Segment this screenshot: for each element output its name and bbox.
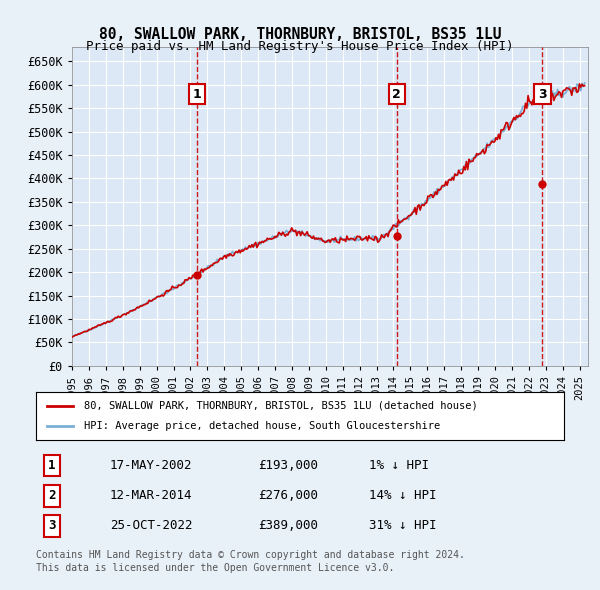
Text: Contains HM Land Registry data © Crown copyright and database right 2024.: Contains HM Land Registry data © Crown c… <box>36 549 465 559</box>
Text: £389,000: £389,000 <box>258 519 318 532</box>
Text: This data is licensed under the Open Government Licence v3.0.: This data is licensed under the Open Gov… <box>36 563 394 573</box>
Text: 31% ↓ HPI: 31% ↓ HPI <box>368 519 436 532</box>
Text: Price paid vs. HM Land Registry's House Price Index (HPI): Price paid vs. HM Land Registry's House … <box>86 40 514 53</box>
Text: 3: 3 <box>48 519 56 532</box>
Text: 25-OCT-2022: 25-OCT-2022 <box>110 519 193 532</box>
Text: 1: 1 <box>48 459 56 472</box>
Text: 17-MAY-2002: 17-MAY-2002 <box>110 459 193 472</box>
Text: 2: 2 <box>48 489 56 502</box>
Text: 80, SWALLOW PARK, THORNBURY, BRISTOL, BS35 1LU (detached house): 80, SWALLOW PARK, THORNBURY, BRISTOL, BS… <box>83 401 477 411</box>
Text: 80, SWALLOW PARK, THORNBURY, BRISTOL, BS35 1LU: 80, SWALLOW PARK, THORNBURY, BRISTOL, BS… <box>99 27 501 41</box>
Text: 3: 3 <box>538 87 547 100</box>
Text: HPI: Average price, detached house, South Gloucestershire: HPI: Average price, detached house, Sout… <box>83 421 440 431</box>
Text: 1: 1 <box>193 87 201 100</box>
Text: 14% ↓ HPI: 14% ↓ HPI <box>368 489 436 502</box>
Text: 1% ↓ HPI: 1% ↓ HPI <box>368 459 428 472</box>
Text: 2: 2 <box>392 87 401 100</box>
Text: 12-MAR-2014: 12-MAR-2014 <box>110 489 193 502</box>
Text: £276,000: £276,000 <box>258 489 318 502</box>
Text: £193,000: £193,000 <box>258 459 318 472</box>
